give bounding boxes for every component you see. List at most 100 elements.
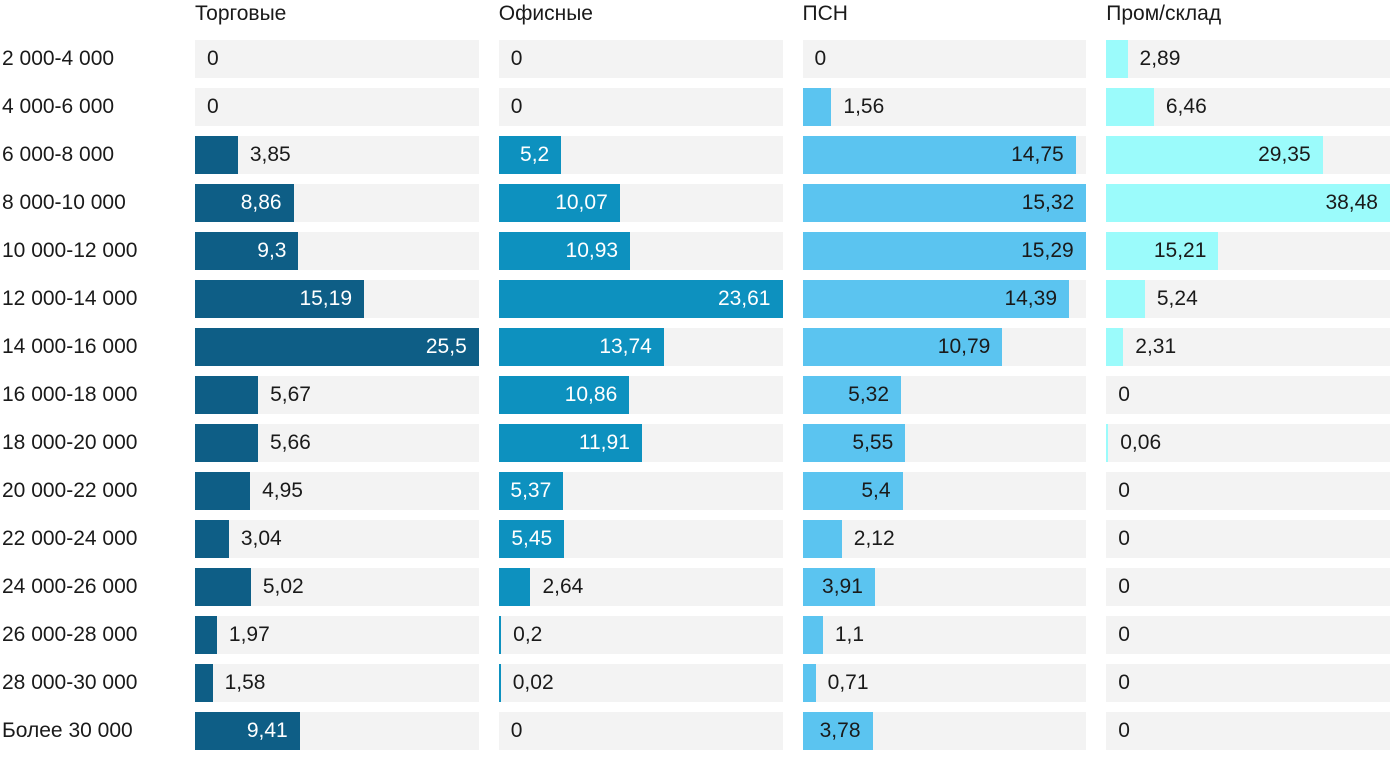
chart-row: 28 000-30 000 1,58 0,02 0,71 0 [0, 664, 1400, 702]
bar-track: 3,78 [802, 712, 1087, 750]
bar-value-label: 0 [1118, 671, 1130, 694]
bar-value-label: 2,89 [1139, 47, 1181, 70]
chart-row: 22 000-24 000 3,04 5,45 2,12 0 [0, 520, 1400, 558]
bar-value-label: 3,04 [240, 527, 282, 550]
row-label: 6 000-8 000 [2, 143, 115, 166]
bar-value-label: 2,64 [542, 575, 584, 598]
bar-track: 0 [1106, 520, 1390, 558]
bar-value-label: 10,86 [564, 383, 618, 406]
bar [1106, 280, 1145, 318]
bar: 10,86 [498, 376, 630, 414]
bar-track: 3,04 [195, 520, 479, 558]
chart-row: 24 000-26 000 5,02 2,64 3,91 0 [0, 568, 1400, 606]
bar-track: 38,48 [1106, 184, 1390, 222]
bar-value-label: 2,31 [1135, 335, 1177, 358]
bar-value-label: 5,02 [262, 575, 304, 598]
bar: 5,37 [498, 472, 564, 510]
bar-track: 10,86 [498, 376, 783, 414]
row-label: 22 000-24 000 [2, 527, 138, 550]
row-label: 28 000-30 000 [2, 671, 138, 694]
chart-row: 14 000-16 000 25,5 13,74 10,79 2,31 [0, 328, 1400, 366]
bar-value-label: 6,46 [1165, 95, 1207, 118]
bar: 38,48 [1106, 184, 1390, 222]
bar [1106, 424, 1109, 462]
bar-value-label: 10,79 [937, 335, 991, 358]
bar-track: 11,91 [498, 424, 783, 462]
bar [1106, 88, 1154, 126]
bar-value-label: 0 [1118, 527, 1130, 550]
bar: 5,4 [802, 472, 903, 510]
bar-value-label: 5,37 [510, 479, 552, 502]
bar-track: 1,1 [802, 616, 1087, 654]
bar-value-label: 0 [207, 47, 219, 70]
bar-track: 2,64 [498, 568, 783, 606]
row-label: 8 000-10 000 [2, 191, 126, 214]
chart-row: 8 000-10 000 8,86 10,07 15,32 38,48 [0, 184, 1400, 222]
bar [802, 520, 842, 558]
bar [195, 472, 251, 510]
column-header-prom-sklad: Пром/склад [1106, 2, 1222, 25]
bar-track: 1,97 [195, 616, 479, 654]
column-header-ofisnye: Офисные [498, 2, 593, 25]
bar-value-label: 25,5 [425, 335, 467, 358]
bar-value-label: 0 [510, 95, 523, 118]
bar-track: 0 [498, 88, 783, 126]
row-label: 18 000-20 000 [2, 431, 138, 454]
bar-track: 0,2 [498, 616, 783, 654]
bar: 8,86 [195, 184, 294, 222]
bar-track: 5,66 [195, 424, 479, 462]
bar [802, 88, 832, 126]
bar-track: 15,29 [802, 232, 1087, 270]
bar [1106, 40, 1128, 78]
bar [195, 568, 251, 606]
bar-track: 5,32 [802, 376, 1087, 414]
chart-row: 10 000-12 000 9,3 10,93 15,29 15,21 [0, 232, 1400, 270]
bar-value-label: 0,71 [827, 671, 869, 694]
bar-track: 9,41 [195, 712, 479, 750]
bar-track: 15,21 [1106, 232, 1390, 270]
bar-track: 3,85 [195, 136, 479, 174]
bar-track: 25,5 [195, 328, 479, 366]
bar-value-label: 2,12 [853, 527, 895, 550]
bar-track: 8,86 [195, 184, 479, 222]
bar [195, 136, 238, 174]
bar-value-label: 5,4 [861, 479, 891, 502]
bar-value-label: 0 [1118, 575, 1130, 598]
bar-track: 5,02 [195, 568, 479, 606]
bar-track: 0 [1106, 664, 1390, 702]
bar-track: 2,89 [1106, 40, 1390, 78]
bar-value-label: 3,78 [819, 719, 861, 742]
bar: 10,79 [802, 328, 1003, 366]
column-headers: Торговые Офисные ПСН Пром/склад [0, 2, 1400, 40]
bar-track: 0 [1106, 472, 1390, 510]
bar-track: 0 [195, 88, 479, 126]
bar: 11,91 [498, 424, 642, 462]
bar-value-label: 9,3 [257, 239, 287, 262]
bar-value-label: 23,61 [717, 287, 771, 310]
bar-track: 10,93 [498, 232, 783, 270]
bar-value-label: 1,1 [834, 623, 865, 646]
bar-value-label: 3,85 [249, 143, 291, 166]
bar-value-label: 0 [1118, 623, 1130, 646]
bar: 5,32 [802, 376, 902, 414]
bar-value-label: 5,24 [1156, 287, 1198, 310]
bar: 15,21 [1106, 232, 1219, 270]
bar-value-label: 1,58 [224, 671, 266, 694]
bar: 9,3 [195, 232, 299, 270]
bar-track: 5,67 [195, 376, 479, 414]
chart-row: 12 000-14 000 15,19 23,61 14,39 5,24 [0, 280, 1400, 318]
bar-value-label: 0 [814, 47, 827, 70]
bar [498, 664, 501, 702]
bar-value-label: 5,45 [511, 527, 553, 550]
bar-track: 15,19 [195, 280, 479, 318]
bar-track: 0 [1106, 376, 1390, 414]
bar-track: 3,91 [802, 568, 1087, 606]
bar: 5,55 [802, 424, 906, 462]
bar-track: 9,3 [195, 232, 479, 270]
bar-value-label: 0,02 [512, 671, 554, 694]
bar-value-label: 38,48 [1325, 191, 1378, 214]
bar-track: 14,39 [802, 280, 1087, 318]
bar-track: 0 [802, 40, 1087, 78]
bar-value-label: 0,06 [1120, 431, 1162, 454]
bar-value-label: 15,29 [1021, 239, 1074, 262]
